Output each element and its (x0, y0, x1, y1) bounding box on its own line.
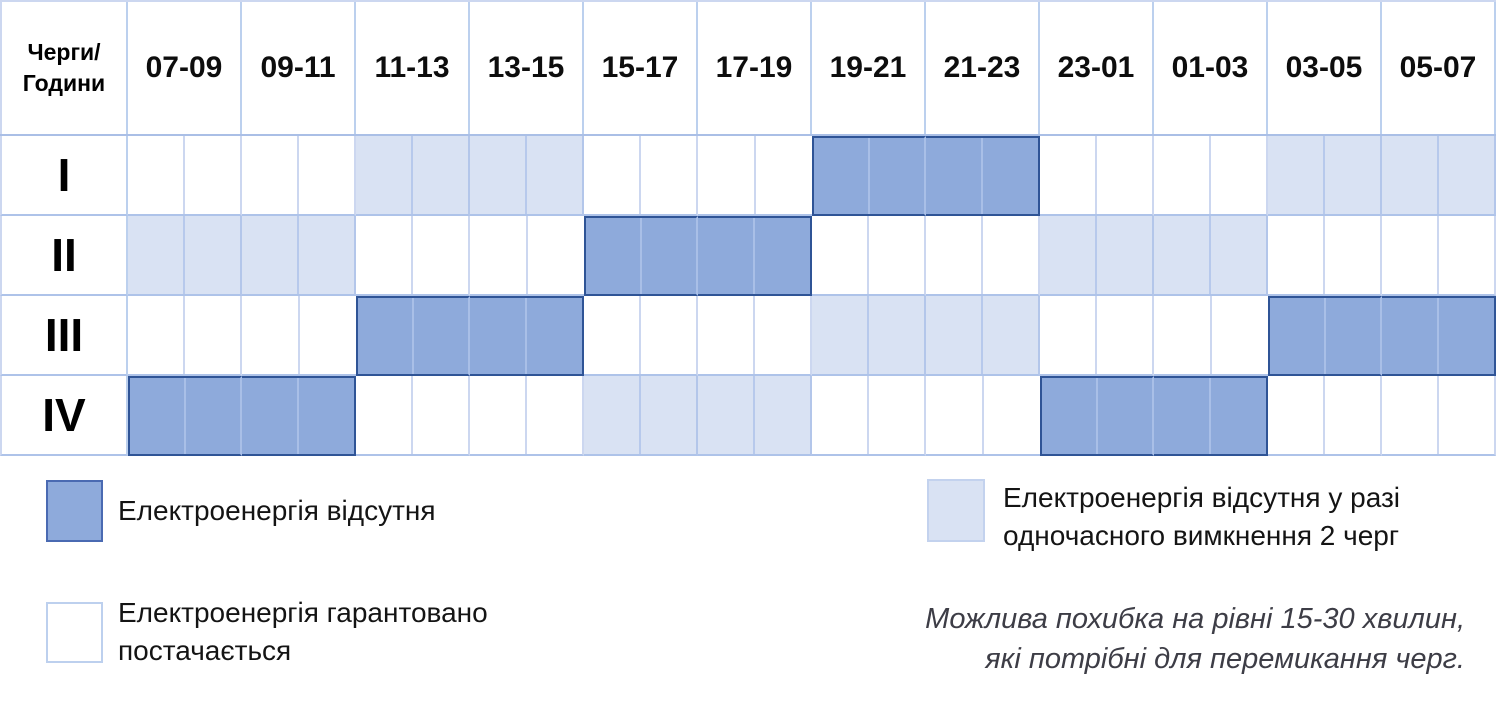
schedule-cell (1154, 376, 1268, 456)
schedule-cell (470, 216, 584, 296)
schedule-cell (584, 296, 698, 376)
corner-line-2: Години (22, 70, 106, 96)
legend-label-possible-line-2: одночасного вимкнення 2 черг (1003, 520, 1400, 551)
time-slot-header: 15-17 (584, 2, 698, 134)
schedule-cell (242, 216, 356, 296)
schedule-cell (1382, 296, 1496, 376)
schedule-cell (1154, 216, 1268, 296)
schedule-cell (1040, 296, 1154, 376)
schedule-table: Черги/ Години 07-09 09-11 11-13 13-15 15-17 1… (0, 0, 1496, 456)
disclaimer-note: Можлива похибка на рівні 15-30 хвилин, я… (925, 599, 1465, 679)
schedule-cell (1154, 296, 1268, 376)
legend-swatch-possible-outage (927, 479, 985, 542)
time-slot-header: 03-05 (1268, 2, 1382, 134)
schedule-cell (470, 136, 584, 216)
legend-label-supplied: Електроенергія гарантовано постачається (118, 594, 488, 670)
queue-label: II (0, 216, 128, 296)
schedule-cell (128, 296, 242, 376)
schedule-cell (698, 216, 812, 296)
legend-label-supplied-line-2: постачається (118, 635, 292, 666)
legend-swatch-supplied (46, 602, 103, 663)
time-slot-header: 11-13 (356, 2, 470, 134)
schedule-cell (812, 136, 926, 216)
schedule-cell (356, 136, 470, 216)
schedule-cell (470, 376, 584, 456)
legend-swatch-outage (46, 480, 103, 542)
schedule-cell (926, 376, 1040, 456)
schedule-cell (1040, 136, 1154, 216)
time-slot-header: 13-15 (470, 2, 584, 134)
schedule-cell (1382, 216, 1496, 296)
disclaimer-line-2: які потрібні для перемикання черг. (985, 643, 1465, 675)
legend-label-possible-outage: Електроенергія відсутня у разі одночасно… (1003, 479, 1400, 555)
time-slot-header: 21-23 (926, 2, 1040, 134)
schedule-row: IV (0, 376, 1496, 456)
time-slot-header: 07-09 (128, 2, 242, 134)
time-slot-header: 01-03 (1154, 2, 1268, 134)
schedule-row: I (0, 136, 1496, 216)
schedule-cell (128, 376, 242, 456)
schedule-cell (356, 376, 470, 456)
schedule-cell (1040, 216, 1154, 296)
time-slot-header: 19-21 (812, 2, 926, 134)
schedule-cell (1040, 376, 1154, 456)
schedule-cell (698, 136, 812, 216)
schedule-cell (1382, 376, 1496, 456)
schedule-cell (356, 296, 470, 376)
schedule-cell (812, 376, 926, 456)
time-slot-header: 17-19 (698, 2, 812, 134)
schedule-cell (242, 376, 356, 456)
schedule-cell (926, 136, 1040, 216)
schedule-cell (812, 296, 926, 376)
schedule-cell (470, 296, 584, 376)
corner-line-1: Черги/ (27, 39, 101, 65)
time-header-row: Черги/ Години 07-09 09-11 11-13 13-15 15-17 1… (0, 0, 1496, 136)
schedule-cell (1268, 216, 1382, 296)
time-slot-header: 05-07 (1382, 2, 1496, 134)
schedule-cell (128, 136, 242, 216)
schedule-cell (1268, 376, 1382, 456)
time-header-slots: 07-09 09-11 11-13 13-15 15-17 17-19 19-21 21-23… (128, 2, 1496, 134)
schedule-body: I II III IV (0, 136, 1496, 456)
legend-label-outage-line: Електроенергія відсутня (118, 495, 436, 526)
schedule-cell (926, 216, 1040, 296)
schedule-cell (1268, 296, 1382, 376)
legend-label-outage: Електроенергія відсутня (118, 480, 436, 542)
schedule-cell (584, 136, 698, 216)
time-slot-header: 09-11 (242, 2, 356, 134)
schedule-cell (584, 376, 698, 456)
schedule-cell (698, 296, 812, 376)
queue-label: I (0, 136, 128, 216)
schedule-row: II (0, 216, 1496, 296)
schedule-cell (1382, 136, 1496, 216)
schedule-cell (356, 216, 470, 296)
schedule-cell (128, 216, 242, 296)
schedule-cell (242, 136, 356, 216)
schedule-row: III (0, 296, 1496, 376)
disclaimer-line-1: Можлива похибка на рівні 15-30 хвилин, (925, 603, 1465, 635)
schedule-cell (812, 216, 926, 296)
corner-header-cell: Черги/ Години (0, 2, 128, 134)
schedule-cell (1268, 136, 1382, 216)
schedule-cell (926, 296, 1040, 376)
schedule-cell (242, 296, 356, 376)
schedule-cell (1154, 136, 1268, 216)
schedule-cell (698, 376, 812, 456)
queue-label: III (0, 296, 128, 376)
schedule-cell (584, 216, 698, 296)
legend-label-possible-line-1: Електроенергія відсутня у разі (1003, 482, 1401, 513)
legend-label-supplied-line-1: Електроенергія гарантовано (118, 597, 488, 628)
time-slot-header: 23-01 (1040, 2, 1154, 134)
queue-label: IV (0, 376, 128, 456)
